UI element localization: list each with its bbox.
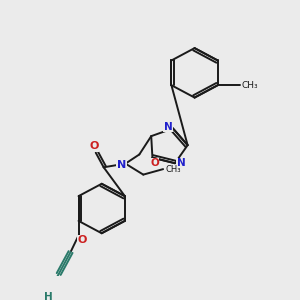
Text: CH₃: CH₃ xyxy=(165,165,181,174)
Text: N: N xyxy=(164,122,172,132)
Text: H: H xyxy=(44,292,53,300)
Text: CH₃: CH₃ xyxy=(242,81,258,90)
Text: O: O xyxy=(78,235,87,245)
Text: N: N xyxy=(117,160,126,170)
Text: O: O xyxy=(150,158,159,168)
Text: N: N xyxy=(176,158,185,168)
Text: O: O xyxy=(89,141,98,151)
